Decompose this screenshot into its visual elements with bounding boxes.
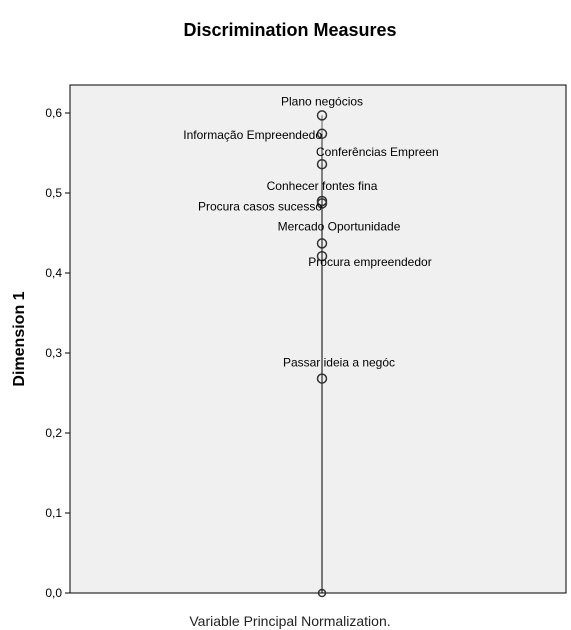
plot-area	[69, 84, 567, 594]
point-label: Informação Empreendedo	[183, 128, 322, 142]
y-tick-label: 0,1	[45, 506, 62, 520]
y-tick-label: 0,2	[45, 426, 62, 440]
origin-marker	[317, 588, 327, 598]
y-tick-label: 0,3	[45, 346, 62, 360]
data-point	[316, 373, 328, 384]
point-label: Procura casos sucesso	[198, 199, 322, 213]
y-tick-label: 0,0	[45, 586, 62, 600]
point-label: Procura empreendedor	[308, 255, 431, 269]
data-point	[316, 128, 328, 140]
y-tick-label: 0,6	[45, 106, 62, 120]
y-axis: 0,0 0,1 0,2 0,3 0,4 0,5 0,6	[45, 106, 70, 600]
y-tick-label: 0,4	[45, 266, 62, 280]
point-label: Mercado Oportunidade	[278, 219, 401, 233]
y-axis-label: Dimension 1	[11, 291, 28, 386]
chart-title: Discrimination Measures	[183, 20, 396, 40]
data-points	[316, 110, 328, 598]
point-label: Conferências Empreen	[316, 145, 439, 159]
y-tick-label: 0,5	[45, 186, 62, 200]
data-point	[316, 250, 328, 262]
point-label: Plano negócios	[281, 94, 363, 108]
point-labels: Plano negócios Informação Empreendedo Conf…	[183, 94, 438, 369]
data-point	[316, 158, 328, 170]
normalization-note: Variable Principal Normalization.	[189, 613, 390, 629]
data-point	[316, 198, 328, 209]
point-label: Conhecer fontes fina	[267, 179, 378, 193]
data-point	[316, 110, 328, 121]
point-label: Passar ideia a negóc	[283, 356, 395, 370]
data-point	[316, 238, 328, 249]
